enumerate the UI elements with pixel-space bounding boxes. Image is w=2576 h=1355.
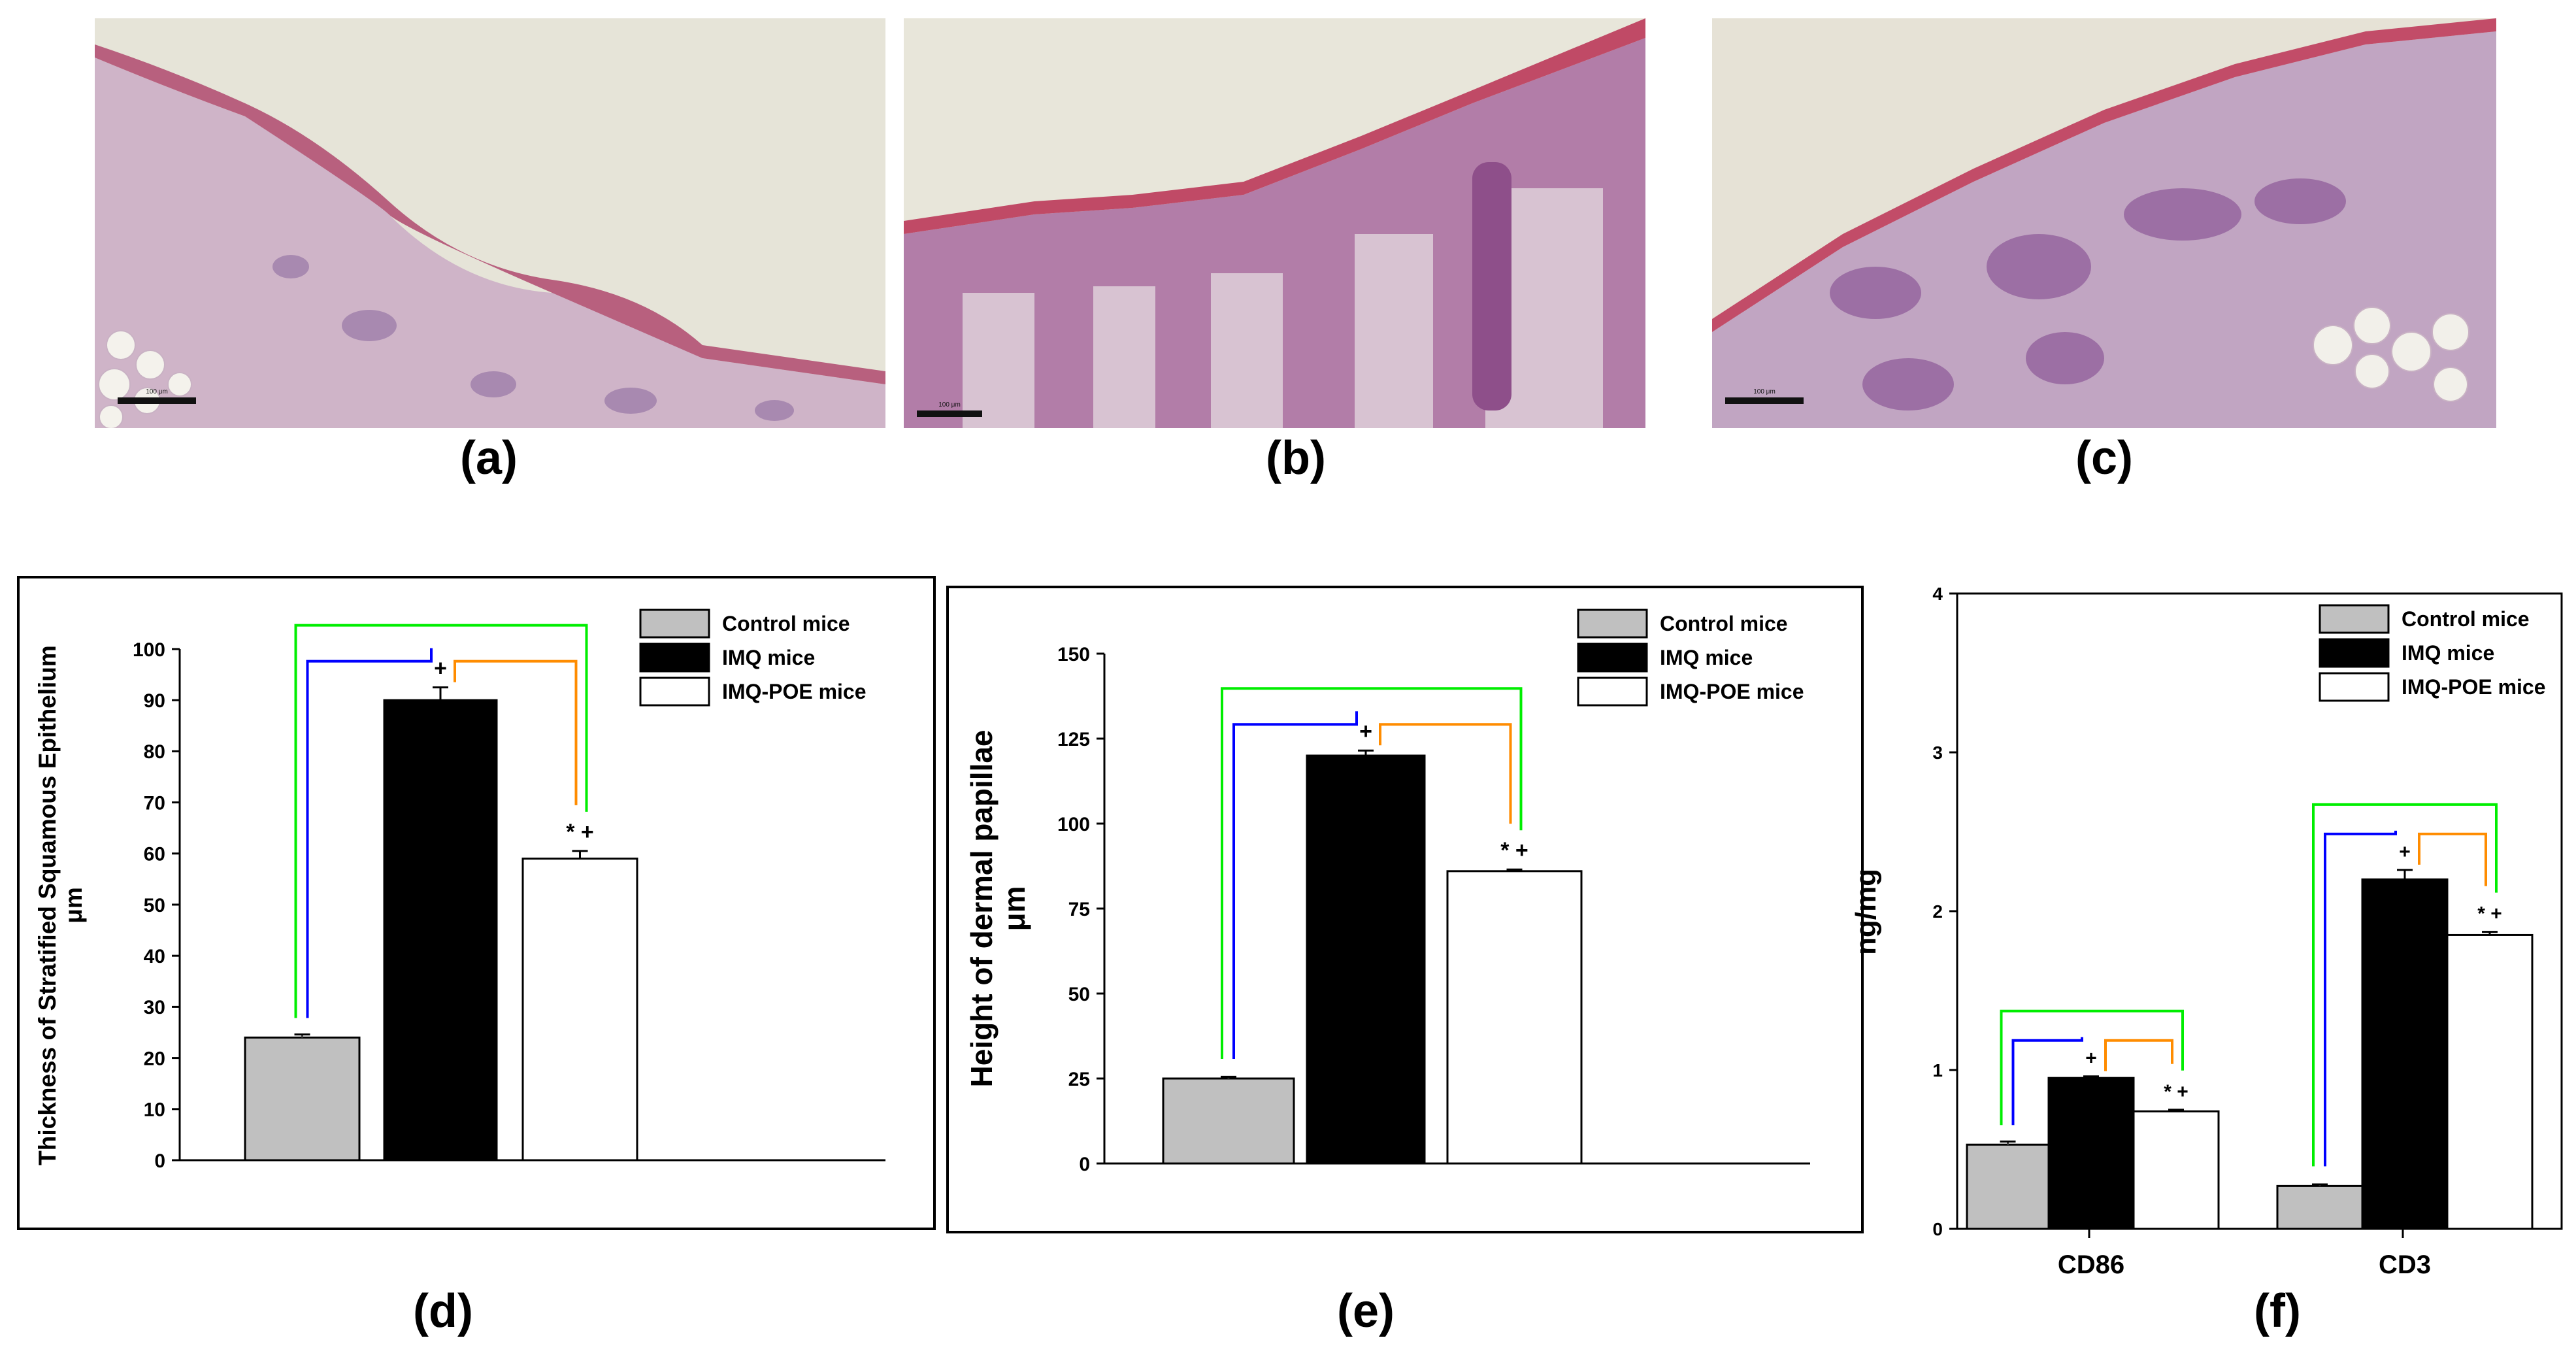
y-tick-label: 60 bbox=[144, 844, 165, 865]
bar-imq-mice bbox=[2361, 878, 2449, 1230]
bar-imq-poe-mice bbox=[521, 858, 638, 1162]
y-tick-label: 2 bbox=[1932, 901, 1943, 922]
y-tick-label: 20 bbox=[144, 1048, 165, 1069]
micrograph-c: 100 μm bbox=[1712, 18, 2496, 428]
significance-bracket-orange bbox=[454, 660, 578, 805]
panel-label-f: (f) bbox=[2254, 1285, 2301, 1337]
legend-label: IMQ mice bbox=[722, 646, 815, 669]
y-tick-label: 25 bbox=[1068, 1069, 1090, 1090]
significance-bracket-blue bbox=[306, 648, 433, 1018]
significance-bracket-blue bbox=[2324, 830, 2397, 1167]
chart-0: 0 10 20 30 40 50 60 70 80 90 100 Thickness of Strat… bbox=[17, 576, 936, 1230]
y-tick-label: 75 bbox=[1068, 899, 1090, 920]
bar-control-mice bbox=[244, 1036, 361, 1162]
legend-swatch bbox=[639, 677, 710, 707]
y-axis-label: Height of dermal papillae bbox=[965, 730, 999, 1088]
scale-bar-label: 100 μm bbox=[1753, 388, 1775, 395]
legend-swatch bbox=[639, 643, 710, 673]
significance-mark: * + bbox=[2164, 1081, 2188, 1103]
y-tick-label: 125 bbox=[1057, 729, 1090, 750]
panel-frame bbox=[946, 586, 1864, 1233]
bar-imq-mice bbox=[383, 699, 498, 1162]
significance-bracket-green bbox=[1221, 687, 1523, 1059]
y-tick-label: 100 bbox=[1057, 814, 1090, 835]
micrograph-a: 100 μm bbox=[95, 18, 885, 428]
panel-label-c: (c) bbox=[2075, 432, 2133, 484]
y-tick-label: 3 bbox=[1932, 743, 1943, 763]
x-tick-label: CD86 bbox=[2058, 1250, 2124, 1279]
y-tick-label: 10 bbox=[144, 1099, 165, 1121]
significance-bracket-green bbox=[294, 624, 588, 1018]
panel-label-d: (d) bbox=[413, 1285, 473, 1337]
y-axis-label: Thickness of Stratified Squamous Epithel… bbox=[34, 645, 61, 1165]
y-tick-label: 80 bbox=[144, 741, 165, 763]
y-tick-label: 150 bbox=[1057, 644, 1090, 665]
significance-bracket-orange bbox=[2104, 1039, 2173, 1071]
legend-swatch bbox=[1577, 643, 1648, 673]
legend-swatch bbox=[639, 609, 710, 639]
legend-label: IMQ mice bbox=[2402, 641, 2494, 665]
significance-mark: + bbox=[2085, 1048, 2097, 1069]
y-axis-label: ng/mg bbox=[1850, 869, 1882, 955]
legend-swatch bbox=[2319, 638, 2390, 668]
y-axis-unit: μm bbox=[60, 887, 87, 924]
y-tick-label: 50 bbox=[1068, 984, 1090, 1005]
y-tick-label: 70 bbox=[144, 792, 165, 814]
y-tick-label: 1 bbox=[1932, 1060, 1943, 1080]
y-tick-label: 0 bbox=[154, 1150, 165, 1172]
y-axis-unit: μm bbox=[997, 886, 1031, 931]
significance-bracket-green bbox=[2312, 803, 2498, 1167]
panel-label-a: (a) bbox=[460, 432, 518, 484]
legend-swatch bbox=[2319, 604, 2390, 634]
y-tick-label: 100 bbox=[133, 639, 165, 661]
legend-label: Control mice bbox=[2402, 607, 2530, 631]
significance-mark: + bbox=[434, 656, 447, 681]
y-tick-label: 30 bbox=[144, 997, 165, 1018]
y-tick-label: 50 bbox=[144, 895, 165, 916]
significance-bracket-green bbox=[2000, 1009, 2184, 1126]
chart-1: 0 25 50 75 100 125 150 Height of dermal papilla… bbox=[946, 586, 1864, 1233]
bar-control-mice bbox=[2276, 1184, 2364, 1230]
legend-swatch bbox=[2319, 672, 2390, 702]
legend-label: IMQ-POE mice bbox=[2402, 675, 2546, 699]
legend-label: Control mice bbox=[1660, 612, 1788, 635]
scale-bar-label: 100 μm bbox=[938, 401, 961, 409]
legend-label: IMQ mice bbox=[1660, 646, 1753, 669]
bar-imq-mice bbox=[2047, 1077, 2135, 1230]
y-tick-label: 4 bbox=[1932, 584, 1943, 604]
micrograph-b: 100 μm bbox=[904, 18, 1645, 428]
y-tick-label: 0 bbox=[1932, 1219, 1943, 1239]
chart-2: 0 1 2 3 4 ng/mg + * + + * + CD86 CD3 Control mice IMQ… bbox=[1850, 584, 2563, 1279]
legend-label: Control mice bbox=[722, 612, 850, 635]
y-tick-label: 40 bbox=[144, 946, 165, 967]
legend-swatch bbox=[1577, 609, 1648, 639]
legend-label: IMQ-POE mice bbox=[722, 680, 867, 703]
significance-bracket-blue bbox=[1232, 711, 1358, 1059]
x-tick-label: CD3 bbox=[2379, 1250, 2431, 1279]
bar-control-mice bbox=[1162, 1077, 1295, 1165]
significance-bracket-orange bbox=[2418, 832, 2487, 886]
legend-label: IMQ-POE mice bbox=[1660, 680, 1804, 703]
significance-mark: + bbox=[2399, 841, 2411, 863]
significance-mark: * + bbox=[1500, 838, 1528, 863]
significance-mark: + bbox=[1359, 719, 1372, 744]
scale-bar-label: 100 μm bbox=[146, 388, 168, 395]
y-tick-label: 90 bbox=[144, 690, 165, 712]
significance-mark: * + bbox=[566, 820, 594, 845]
bar-imq-poe-mice bbox=[1446, 870, 1583, 1165]
significance-bracket-blue bbox=[2011, 1037, 2083, 1126]
bar-control-mice bbox=[1966, 1143, 2050, 1230]
significance-mark: * + bbox=[2477, 903, 2502, 925]
legend-swatch bbox=[1577, 677, 1648, 707]
panel-label-e: (e) bbox=[1337, 1285, 1395, 1337]
panel-frame bbox=[17, 576, 936, 1230]
y-tick-label: 0 bbox=[1079, 1154, 1090, 1175]
significance-bracket-orange bbox=[1379, 723, 1512, 824]
bar-imq-poe-mice bbox=[2446, 933, 2534, 1230]
panel-label-b: (b) bbox=[1266, 432, 1326, 484]
bar-imq-mice bbox=[1306, 754, 1426, 1165]
bar-imq-poe-mice bbox=[2132, 1110, 2220, 1230]
